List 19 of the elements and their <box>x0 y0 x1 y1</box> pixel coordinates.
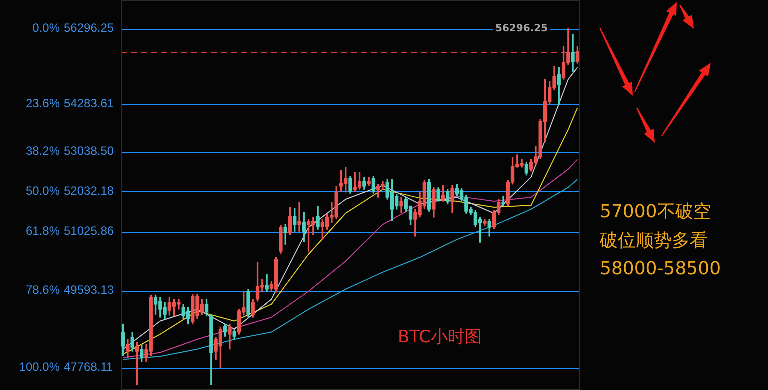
y-tick-label: 56296.25 <box>64 21 114 36</box>
text: 61.8% <box>26 224 60 238</box>
y-tick-label: 53038.50 <box>64 144 114 158</box>
text: 58000-58500 <box>600 258 722 280</box>
text: 23.6% <box>26 96 60 110</box>
text: 100.0% <box>19 360 60 374</box>
y-tick-label: 54283.61 <box>64 96 114 110</box>
y-tick-label: 52032.18 <box>64 184 114 198</box>
text: 78.6% <box>26 282 60 297</box>
text: 破位顺势多看 <box>599 230 708 252</box>
annotation: BTC小时图 <box>398 327 482 348</box>
text: 38.2% <box>26 144 60 158</box>
y-tick-label: 51025.86 <box>64 224 114 238</box>
y-tick-label: 49593.13 <box>64 282 114 297</box>
text: 50.0% <box>26 184 60 198</box>
y-tick-label: 47768.11 <box>64 360 114 374</box>
text: 57000不破空 <box>600 202 712 223</box>
text: 0.0% <box>32 21 60 36</box>
annotation: 56296.25 <box>495 24 548 35</box>
